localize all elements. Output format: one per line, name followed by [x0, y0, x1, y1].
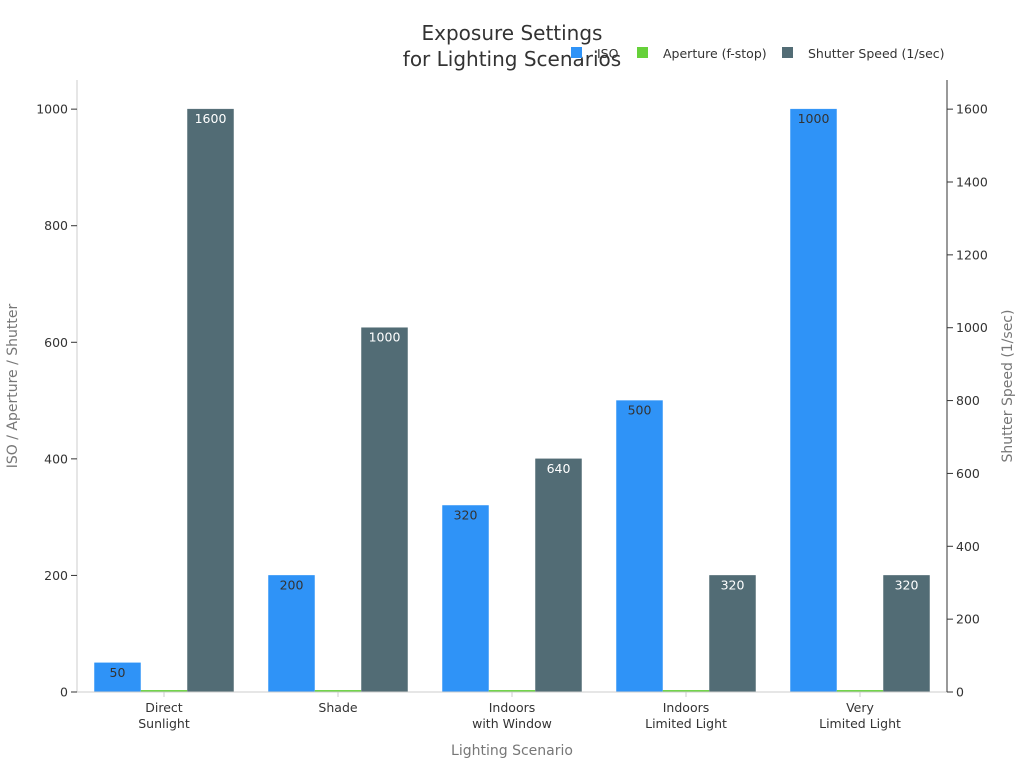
legend-item-1: Aperture (f-stop) — [637, 46, 767, 61]
data-label-2-4: 320 — [895, 577, 919, 592]
chart-title: Exposure Settings for Lighting Scenarios — [403, 21, 621, 71]
y2-tick-label-2: 400 — [956, 539, 980, 554]
y2-tick-label-8: 1600 — [956, 102, 988, 117]
data-label-2-1: 1000 — [369, 330, 401, 345]
y2-tick-label-6: 1200 — [956, 247, 988, 262]
y-axis-label: ISO / Aperture / Shutter — [5, 304, 21, 469]
legend-label-0: ISO — [597, 46, 619, 61]
data-label-0-4: 1000 — [798, 111, 830, 126]
data-label-0-1: 200 — [280, 577, 304, 592]
x-tick-label-2: Indoors with Window — [472, 700, 552, 731]
y2-tick-label-1: 200 — [956, 612, 980, 627]
bar-2-3 — [709, 575, 756, 693]
chart-title-line-1: Exposure Settings — [422, 21, 603, 45]
data-label-0-3: 500 — [628, 403, 652, 418]
x-tick-label-1: Shade — [318, 700, 357, 715]
bar-2-4 — [883, 575, 930, 693]
bars-group — [94, 108, 930, 693]
x-tick-label-4: Very Limited Light — [819, 700, 901, 731]
y2-tick-label-0: 0 — [956, 685, 964, 700]
bar-0-4 — [790, 108, 837, 693]
y-tick-label-4: 800 — [44, 218, 68, 233]
y-tick-label-3: 600 — [44, 335, 68, 350]
axes-group: 0 200 400 600 800 1000 0 200 400 600 800 1000 1200 14… — [36, 80, 988, 731]
data-label-2-0: 1600 — [195, 111, 227, 126]
legend-swatch-1 — [637, 47, 648, 58]
bar-2-2 — [535, 458, 582, 693]
data-label-0-0: 50 — [110, 665, 126, 680]
legend-swatch-2 — [782, 47, 793, 58]
y2-tick-label-5: 1000 — [956, 320, 988, 335]
y2-tick-label-3: 600 — [956, 466, 980, 481]
legend-item-2: Shutter Speed (1/sec) — [782, 46, 945, 61]
data-labels-group: 50 200 320 500 1000 1600 1000 640 320 320 — [110, 111, 919, 680]
bar-0-3 — [616, 400, 663, 693]
y-tick-label-5: 1000 — [36, 102, 68, 117]
bar-2-0 — [187, 108, 234, 693]
legend-label-2: Shutter Speed (1/sec) — [808, 46, 945, 61]
x-tick-label-0: Direct Sunlight — [138, 700, 190, 731]
y-tick-label-2: 400 — [44, 451, 68, 466]
y2-axis-label: Shutter Speed (1/sec) — [1000, 310, 1016, 463]
bar-0-0 — [94, 662, 141, 693]
bar-0-1 — [268, 575, 315, 693]
y-tick-label-0: 0 — [60, 685, 68, 700]
data-label-0-2: 320 — [454, 507, 478, 522]
legend-item-0: ISO — [571, 46, 619, 61]
data-label-2-2: 640 — [547, 461, 571, 476]
x-axis-label: Lighting Scenario — [451, 743, 573, 759]
x-tick-label-3: Indoors Limited Light — [645, 700, 727, 731]
legend: ISO Aperture (f-stop) Shutter Speed (1/sec… — [571, 46, 945, 61]
chart-title-line-2: for Lighting Scenarios — [403, 47, 621, 71]
bar-2-1 — [361, 327, 408, 693]
y2-tick-label-4: 800 — [956, 393, 980, 408]
legend-swatch-0 — [571, 47, 582, 58]
bar-0-2 — [442, 505, 489, 693]
legend-label-1: Aperture (f-stop) — [663, 46, 767, 61]
y-tick-label-1: 200 — [44, 568, 68, 583]
y2-tick-label-7: 1400 — [956, 175, 988, 190]
data-label-2-3: 320 — [721, 577, 745, 592]
